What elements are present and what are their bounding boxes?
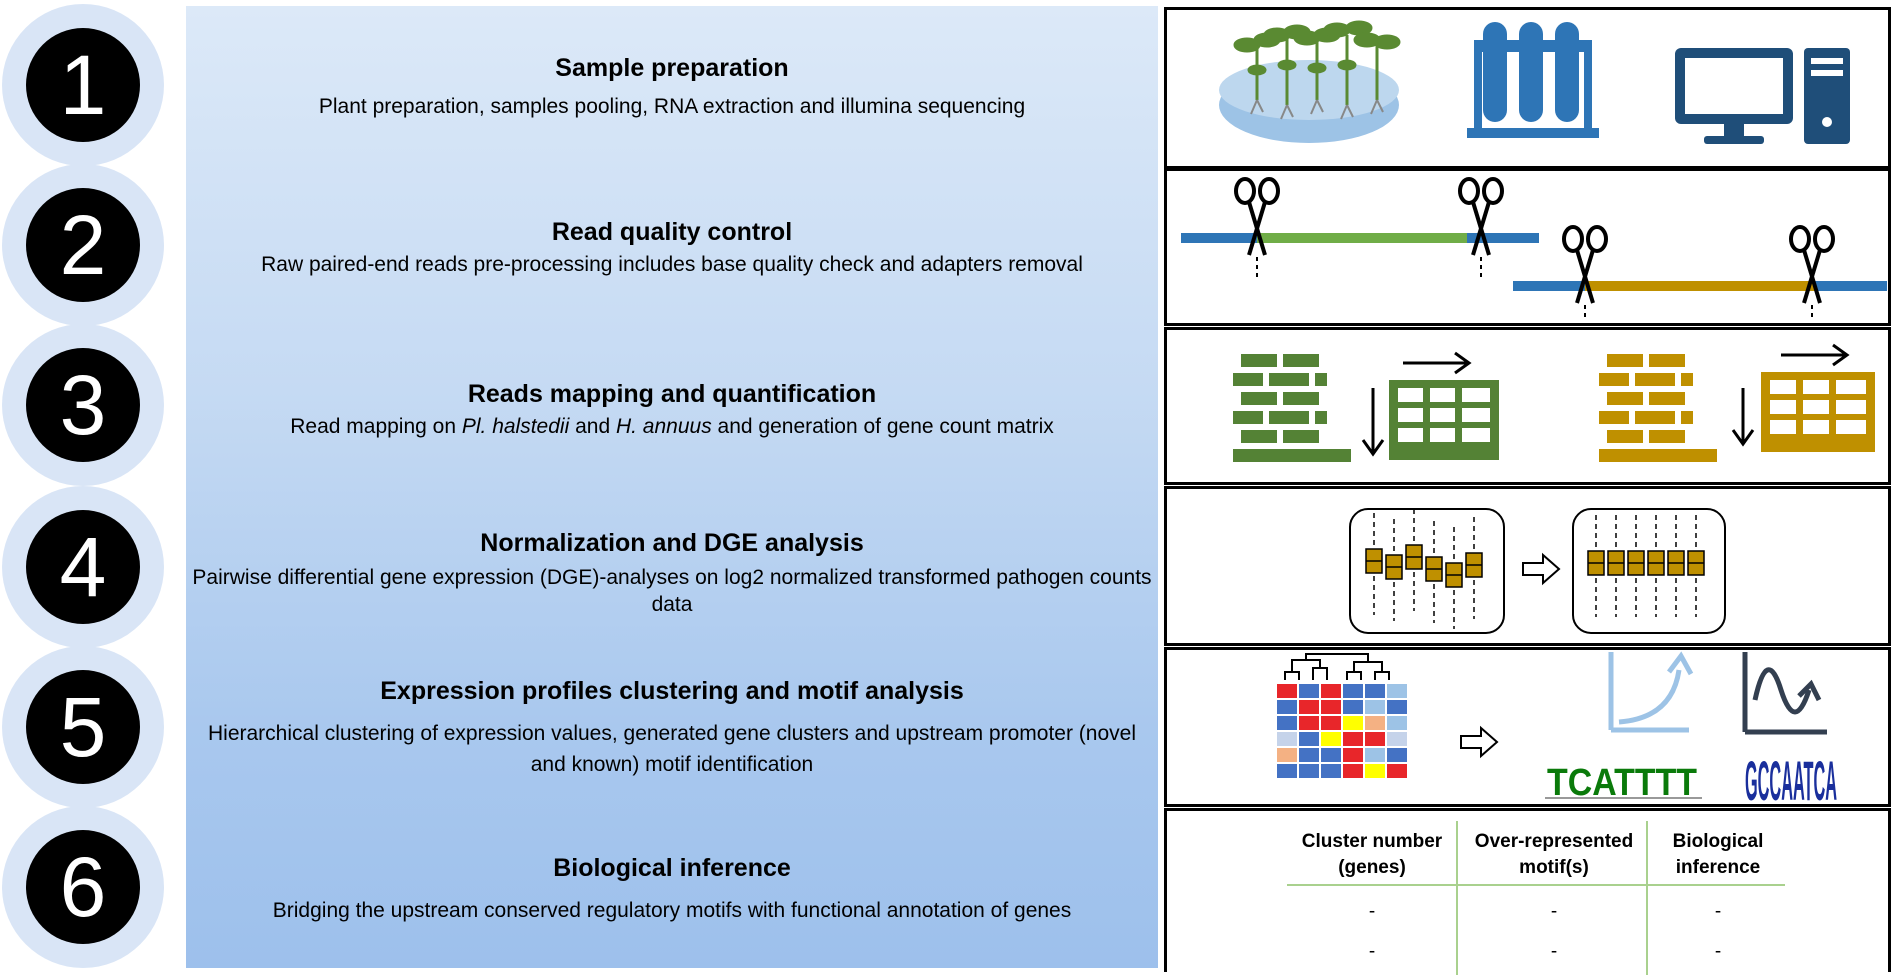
table-cell: - (1715, 941, 1721, 962)
motif-right-text: GCCAATCA (1745, 749, 1837, 810)
step-badge-5: 5 (2, 646, 164, 808)
exponential-curve-icon (1608, 651, 1694, 733)
step-badge-3: 3 (2, 324, 164, 486)
read-1 (1181, 233, 1539, 243)
table-header-1a: Cluster number (1302, 831, 1443, 852)
step-5-desc: Hierarchical clustering of expression va… (208, 722, 1136, 776)
step-4-text: Normalization and DGE analysis Pairwise … (186, 529, 1158, 618)
inference-table: Cluster number (genes) Over-represented … (1287, 821, 1785, 975)
panel-read-quality (1164, 168, 1891, 326)
table-header-1b: (genes) (1338, 857, 1406, 878)
step-2-text: Read quality control Raw paired-end read… (186, 218, 1158, 278)
down-arrow-icon (1361, 388, 1385, 457)
step-6-text: Biological inference Bridging the upstre… (186, 854, 1158, 924)
hollow-arrow-icon (1522, 552, 1561, 586)
step-1-text: Sample preparation Plant preparation, sa… (186, 54, 1158, 120)
panel-4-illustration (1349, 508, 1726, 634)
step-3-text: Reads mapping and quantification Read ma… (186, 380, 1158, 440)
step-3-title: Reads mapping and quantification (467, 380, 877, 408)
panel-3-illustration (1233, 343, 1875, 462)
step-5-title: Expression profiles clustering and motif… (380, 677, 964, 705)
step-2-title: Read quality control (551, 218, 793, 246)
table-cell: - (1551, 941, 1557, 962)
step-4-title: Normalization and DGE analysis (480, 529, 864, 557)
panel-1-illustration (1219, 20, 1850, 144)
table-cell: - (1715, 901, 1721, 922)
table-cell: - (1369, 901, 1375, 922)
motif-left-text: TCATTTT (1547, 762, 1697, 804)
table-header-2a: Over-represented (1475, 831, 1633, 852)
right-arrow-icon-2 (1781, 343, 1850, 367)
test-tubes-icon (1467, 22, 1599, 138)
step-badge-4: 4 (2, 486, 164, 648)
step-badge-6: 6 (2, 806, 164, 968)
plant-dish-icon (1219, 20, 1401, 143)
step-1-desc: Plant preparation, samples pooling, RNA … (318, 95, 1026, 118)
step-6-desc: Bridging the upstream conserved regulato… (272, 899, 1072, 922)
step-badge-1: 1 (2, 4, 164, 166)
step-4-desc: Pairwise differential gene expression (D… (192, 566, 1152, 616)
table-header-3a: Biological (1673, 831, 1764, 852)
step-6-title: Biological inference (553, 854, 791, 882)
gold-count-matrix-icon (1761, 372, 1875, 452)
panel-2-illustration (1181, 177, 1887, 321)
step-3-desc: Read mapping on Pl. halstedii and H. ann… (290, 415, 1054, 438)
table-header-2b: motif(s) (1519, 857, 1589, 878)
raw-boxplots (1365, 509, 1483, 629)
step-2-desc: Raw paired-end reads pre-processing incl… (261, 253, 1083, 276)
panel-sample-preparation (1164, 7, 1891, 169)
green-reads-stack-icon (1233, 354, 1351, 462)
step-badge-2: 2 (2, 164, 164, 326)
motif-logo-right: GCCAATCA (1745, 749, 1837, 810)
right-arrow-icon (1403, 351, 1472, 375)
computer-icon (1675, 48, 1850, 144)
table-cell: - (1551, 901, 1557, 922)
table-cell: - (1369, 941, 1375, 962)
heatmap-icon (1277, 684, 1407, 778)
gold-reads-stack-icon (1599, 354, 1717, 462)
green-count-matrix-icon (1389, 380, 1499, 460)
motif-logo-left: TCATTTT (1545, 762, 1702, 804)
dendrogram-icon (1284, 653, 1390, 680)
panel-biological-inference: Cluster number (genes) Over-represented … (1164, 808, 1891, 975)
panel-normalization (1164, 486, 1891, 646)
normalized-boxplots (1587, 515, 1705, 617)
panel-reads-mapping (1164, 327, 1891, 485)
panel-clustering-motifs: TCATTTT GCCAATCA (1164, 647, 1891, 810)
step-5-text: Expression profiles clustering and motif… (186, 677, 1158, 780)
panel-5-illustration: TCATTTT GCCAATCA (1277, 651, 1837, 810)
down-arrow-icon-2 (1731, 388, 1755, 447)
read-2 (1513, 281, 1887, 291)
scissors-icon (1234, 177, 1835, 321)
hollow-arrow-icon-2 (1460, 725, 1499, 759)
step-1-title: Sample preparation (555, 54, 789, 82)
oscillation-curve-icon (1742, 652, 1827, 735)
workflow-background (186, 6, 1158, 968)
table-header-3b: inference (1676, 857, 1760, 878)
